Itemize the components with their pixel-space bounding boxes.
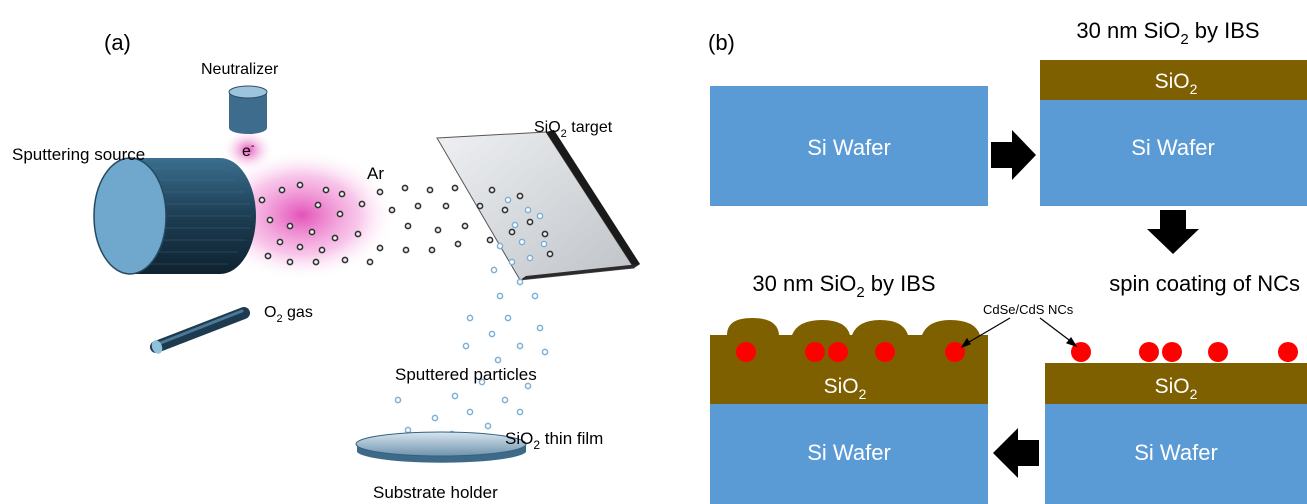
arrow-left-icon bbox=[993, 428, 1039, 478]
substrate-holder-icon bbox=[355, 431, 527, 463]
step3-title: spin coating of NCs bbox=[1109, 271, 1300, 296]
step4-stack: SiO2 Si Wafer bbox=[710, 318, 988, 504]
neutralizer-label: Neutralizer bbox=[201, 61, 279, 78]
step3-nanocrystals bbox=[1071, 342, 1298, 362]
electron-label: e- bbox=[242, 140, 255, 160]
step3-stack: SiO2 Si Wafer bbox=[1045, 342, 1307, 504]
ar-ions bbox=[258, 181, 554, 266]
sputtered-particles-label: Sputtered particles bbox=[395, 365, 537, 384]
gas-label: O2 gas bbox=[264, 304, 313, 325]
panel-a-label: (a) bbox=[104, 30, 131, 55]
step3-oxide-label: SiO2 bbox=[1155, 375, 1198, 402]
step1-wafer bbox=[710, 86, 988, 206]
step1-stack: Si Wafer bbox=[710, 86, 988, 206]
step2-oxide-label: SiO2 bbox=[1155, 70, 1198, 97]
step2-title: 30 nm SiO2 by IBS bbox=[1076, 18, 1259, 48]
panel-a: (a) Neutralizer e- bbox=[12, 30, 640, 502]
gas-tube-icon bbox=[150, 307, 250, 354]
step3-wafer-label: Si Wafer bbox=[1134, 440, 1218, 465]
panel-b-label: (b) bbox=[708, 30, 735, 55]
plasma-glow bbox=[207, 149, 397, 281]
step3-wafer bbox=[1045, 404, 1307, 504]
step2-oxide bbox=[1040, 60, 1307, 100]
ar-label: Ar bbox=[367, 164, 384, 183]
nc-label: CdSe/CdS NCs bbox=[983, 302, 1074, 317]
step4-wafer-label: Si Wafer bbox=[807, 440, 891, 465]
step2-stack: SiO2 Si Wafer bbox=[1040, 60, 1307, 206]
sputtering-source-label: Sputtering source bbox=[12, 145, 145, 164]
thin-film-label: SiO2 thin film bbox=[505, 429, 603, 452]
target-icon bbox=[436, 130, 640, 281]
substrate-holder-label: Substrate holder bbox=[373, 483, 498, 502]
step3-oxide bbox=[1045, 363, 1307, 404]
arrow-right-icon bbox=[991, 130, 1036, 180]
step4-oxide bbox=[710, 318, 988, 404]
step1-wafer-label: Si Wafer bbox=[807, 135, 891, 160]
arrow-down-icon bbox=[1147, 210, 1199, 254]
neutralizer-icon bbox=[222, 85, 274, 172]
step4-wafer bbox=[710, 404, 988, 504]
target-label: SiO2 target bbox=[534, 119, 613, 140]
step4-title: 30 nm SiO2 by IBS bbox=[752, 271, 935, 301]
step4-oxide-label: SiO2 bbox=[824, 375, 867, 402]
step4-nanocrystals bbox=[736, 342, 965, 362]
panel-b: (b) Si Wafer 30 nm SiO2 by IBS SiO2 Si W… bbox=[708, 18, 1307, 504]
sputtering-source-icon bbox=[93, 157, 256, 275]
step2-wafer bbox=[1040, 100, 1307, 206]
step2-wafer-label: Si Wafer bbox=[1131, 135, 1215, 160]
nc-pointer-arrows bbox=[960, 317, 1078, 349]
